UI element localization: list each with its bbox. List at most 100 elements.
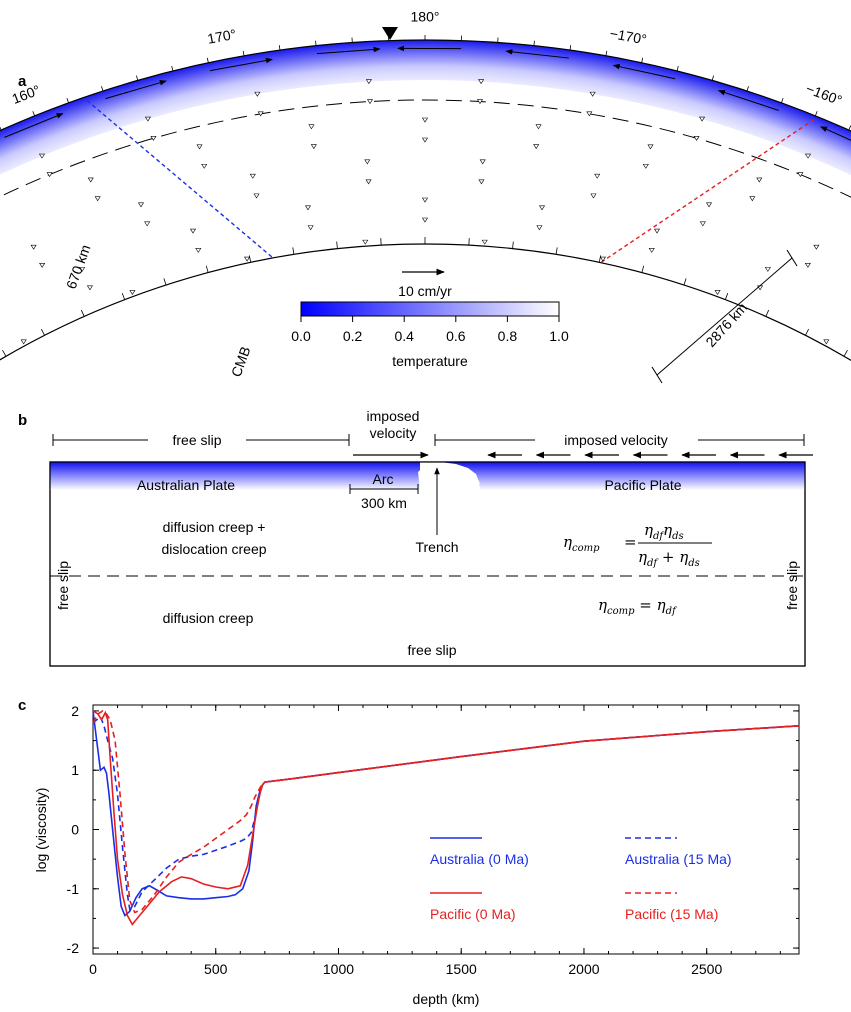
temperature-rim	[0, 40, 851, 176]
velocity-arrow-glyph	[253, 193, 260, 199]
longitude-tick	[66, 98, 69, 103]
longitude-label: 160°	[10, 82, 43, 107]
velocity-arrow-glyph	[481, 239, 488, 245]
colorbar-tick-label: 0.2	[343, 328, 363, 344]
surface-flow-arrow	[209, 57, 273, 72]
australian-plate-label: Australian Plate	[137, 477, 235, 493]
longitude-tick	[569, 45, 572, 51]
svg-text:=: =	[624, 533, 637, 551]
equation-upper: ηcomp = ηdfηds ηdf + ηds	[563, 521, 712, 569]
y-tick-label: 2	[71, 703, 79, 719]
velocity-arrow-glyph	[699, 221, 706, 227]
svg-text:ηcomp = ηdf: ηcomp = ηdf	[598, 596, 678, 617]
legend-entry: Australia (15 Ma)	[625, 851, 732, 867]
longitude-tick	[676, 66, 679, 72]
temperature-colorbar: 0.0 0.2 0.4 0.6 0.8 1.0 temperature	[291, 301, 569, 369]
velocity-arrow-glyph	[364, 159, 371, 165]
velocity-arrow-glyph	[79, 267, 86, 272]
top-free-slip-label: free slip	[172, 432, 221, 448]
velocity-arrow-glyph	[196, 144, 203, 150]
x-tick-label: 2500	[691, 961, 722, 977]
velocity-arrow-glyph	[535, 124, 542, 130]
series-line	[92, 715, 800, 911]
x-tick-label: 0	[89, 961, 97, 977]
velocity-arrow-glyph	[365, 79, 372, 85]
pacific-plate-label: Pacific Plate	[604, 477, 681, 493]
velocity-arrow-glyph	[538, 205, 546, 211]
longitude-tick	[781, 98, 784, 103]
velocity-arrow-glyph	[533, 144, 540, 150]
arc-label: Arc	[373, 471, 394, 487]
pacific-profile-line	[600, 119, 815, 264]
cmb-arc	[0, 243, 851, 362]
velocity-arrow-glyph	[257, 111, 264, 117]
surface-flow-arrow	[718, 89, 779, 111]
velocity-arrow-glyph	[201, 163, 208, 169]
upper-rheology-line2: dislocation creep	[161, 541, 266, 557]
colorbar-tick-label: 0.8	[498, 328, 518, 344]
velocity-arrow-glyph	[20, 339, 27, 345]
velocity-arrow-glyph	[86, 285, 93, 291]
svg-text:ηdfηds: ηdfηds	[644, 521, 684, 542]
longitude-tick	[278, 45, 281, 51]
surface-flow-arrow	[316, 46, 381, 55]
velocity-arrow-glyph	[797, 172, 804, 178]
velocity-arrow-glyph	[476, 99, 484, 105]
velocity-arrow-glyph	[813, 244, 820, 250]
depth-670-arc	[0, 99, 851, 198]
surface-flow-arrow	[4, 113, 64, 138]
velocity-field	[4, 45, 851, 345]
velocity-arrow-glyph	[362, 239, 369, 245]
velocity-arrow-glyph	[307, 225, 314, 231]
legend-entry: Australia (0 Ma)	[430, 851, 529, 867]
trench-notch	[418, 464, 480, 490]
velocity-arrow-glyph	[137, 202, 145, 208]
longitude-tick	[32, 111, 36, 117]
right-free-slip-label: free slip	[784, 561, 800, 610]
imposed-velocity-right-label: imposed velocity	[564, 432, 668, 448]
longitude-tick	[814, 111, 818, 117]
x-tick-label: 1000	[323, 961, 354, 977]
velocity-arrow-glyph	[39, 262, 46, 268]
svg-text:ηcomp: ηcomp	[563, 533, 600, 554]
panel-b-label: b	[18, 412, 27, 429]
velocity-arrow-glyph	[365, 179, 372, 185]
velocity-arrow-glyph	[421, 117, 429, 123]
colorbar-gradient	[300, 301, 560, 317]
velocity-scale: 10 cm/yr	[398, 268, 452, 299]
australia-profile-line	[86, 100, 274, 259]
velocity-arrow-glyph	[30, 244, 37, 250]
velocity-arrow-glyph	[38, 153, 46, 159]
colorbar-tick-label: 0.0	[291, 328, 311, 344]
imposed-velocity-left-line1: imposed	[367, 408, 420, 424]
velocity-arrow-glyph	[421, 217, 429, 223]
legend-entry: Pacific (15 Ma)	[625, 906, 718, 922]
svg-text:ηdf + ηds: ηdf + ηds	[638, 548, 700, 569]
velocity-arrow-glyph	[536, 225, 543, 231]
colorbar-tick-label: 1.0	[549, 328, 569, 344]
velocity-arrow-glyph	[421, 197, 429, 203]
series-line	[92, 710, 800, 917]
velocity-arrow-glyph	[304, 205, 312, 211]
velocity-arrow-glyph	[421, 137, 429, 143]
depth-2876-bracket: 2876 km	[651, 249, 798, 384]
surface-flow-arrow	[820, 126, 851, 141]
longitude-tick	[101, 86, 104, 92]
surface-arc	[0, 39, 851, 132]
equation-lower: ηcomp = ηdf	[598, 596, 678, 617]
bottom-free-slip-label: free slip	[407, 642, 456, 658]
x-tick-label: 2000	[568, 961, 599, 977]
surface-flow-arrow	[612, 63, 676, 80]
velocity-arrow-glyph	[249, 173, 256, 179]
velocity-arrow-glyph	[144, 116, 151, 122]
colorbar-label: temperature	[392, 353, 468, 369]
y-tick-label: -1	[67, 881, 80, 897]
arc-width-label: 300 km	[361, 495, 407, 511]
longitude-ticks	[0, 35, 851, 131]
model-domain-border	[49, 461, 806, 667]
velocity-arrow-glyph	[823, 339, 830, 345]
longitude-tick	[711, 75, 714, 81]
longitude-label: −170°	[609, 25, 648, 47]
velocity-arrow-glyph	[756, 177, 763, 183]
velocity-arrow-glyph	[479, 159, 486, 165]
